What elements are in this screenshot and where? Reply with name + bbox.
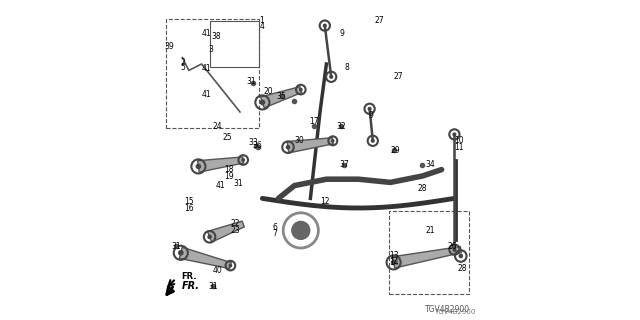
Text: FR.: FR.	[182, 281, 200, 292]
Text: 2: 2	[180, 58, 185, 67]
Text: 14: 14	[388, 258, 399, 267]
Text: 41: 41	[202, 90, 211, 99]
Text: 28: 28	[458, 264, 467, 273]
Text: 38: 38	[211, 32, 221, 41]
Text: 33: 33	[248, 138, 258, 147]
Text: 40: 40	[212, 266, 223, 275]
Text: 18: 18	[224, 165, 234, 174]
Text: 29: 29	[390, 146, 400, 155]
Polygon shape	[392, 247, 461, 268]
Text: 30: 30	[294, 136, 304, 145]
Text: 3: 3	[209, 45, 214, 54]
Polygon shape	[198, 157, 244, 172]
Polygon shape	[179, 247, 231, 268]
Circle shape	[329, 75, 333, 79]
Text: 17: 17	[308, 117, 319, 126]
Text: FR.: FR.	[181, 272, 196, 281]
Text: 15: 15	[184, 197, 194, 206]
Circle shape	[371, 139, 375, 143]
Text: 34: 34	[426, 160, 435, 169]
Text: TGV4B2900: TGV4B2900	[434, 309, 475, 315]
Circle shape	[452, 248, 456, 252]
Text: 10: 10	[454, 136, 464, 145]
Text: 25: 25	[222, 133, 232, 142]
Text: 36: 36	[253, 141, 262, 150]
Circle shape	[323, 24, 327, 28]
Text: 35: 35	[276, 92, 287, 100]
Text: 26: 26	[448, 242, 458, 251]
Circle shape	[260, 100, 265, 105]
Text: 5: 5	[180, 63, 185, 72]
Circle shape	[331, 139, 335, 143]
Circle shape	[228, 264, 232, 268]
Text: 31: 31	[208, 282, 218, 291]
Text: 1: 1	[259, 16, 264, 25]
Text: TGV4B2900: TGV4B2900	[425, 305, 470, 314]
Polygon shape	[260, 87, 302, 108]
Text: 11: 11	[454, 143, 464, 152]
Text: 27: 27	[374, 16, 384, 25]
Text: 16: 16	[184, 204, 194, 212]
Text: 31: 31	[234, 180, 243, 188]
Text: 32: 32	[336, 122, 346, 131]
Text: 31: 31	[171, 242, 181, 251]
Text: 19: 19	[224, 172, 234, 180]
Text: 41: 41	[202, 29, 211, 38]
Circle shape	[292, 221, 310, 239]
Circle shape	[196, 164, 201, 169]
Text: 8: 8	[345, 63, 349, 72]
Text: 41: 41	[202, 64, 211, 73]
Text: 21: 21	[426, 226, 435, 235]
Text: 12: 12	[320, 197, 330, 206]
Text: 6: 6	[273, 223, 278, 232]
Text: 39: 39	[164, 42, 175, 51]
Polygon shape	[207, 221, 244, 242]
Circle shape	[458, 254, 463, 258]
Text: 23: 23	[230, 226, 240, 235]
Circle shape	[452, 132, 456, 136]
Text: 13: 13	[388, 252, 399, 260]
Text: 20: 20	[264, 87, 274, 96]
Circle shape	[391, 260, 396, 265]
Circle shape	[207, 235, 212, 239]
Text: 27: 27	[394, 72, 403, 81]
Text: 24: 24	[212, 122, 223, 131]
Text: 22: 22	[230, 220, 240, 228]
Circle shape	[299, 88, 303, 92]
Polygon shape	[287, 138, 333, 153]
Text: 9: 9	[368, 111, 373, 120]
Circle shape	[178, 250, 184, 256]
Text: 9: 9	[340, 29, 345, 38]
Text: 41: 41	[216, 181, 226, 190]
Text: 31: 31	[246, 77, 256, 86]
Text: 4: 4	[259, 22, 264, 31]
Text: 28: 28	[418, 184, 427, 193]
Text: 37: 37	[339, 160, 349, 169]
Text: 7: 7	[273, 229, 278, 238]
Circle shape	[285, 145, 291, 149]
Circle shape	[367, 107, 372, 111]
Circle shape	[241, 158, 245, 162]
